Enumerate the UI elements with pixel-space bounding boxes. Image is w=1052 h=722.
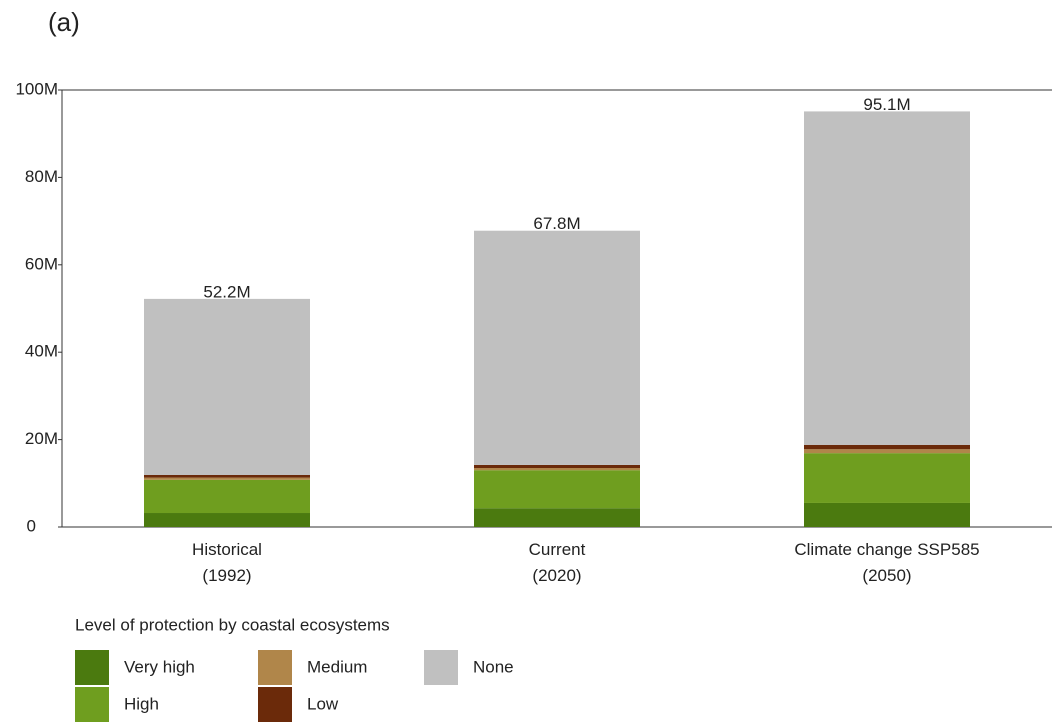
total-label: 95.1M [863, 95, 910, 114]
y-tick-label: 100M [15, 79, 58, 98]
y-tick-label: 20M [25, 429, 58, 448]
y-tick-label: 0 [27, 516, 36, 535]
total-label: 52.2M [203, 282, 250, 301]
legend-label: High [124, 694, 159, 713]
y-tick-label: 60M [25, 254, 58, 273]
bar-segment [474, 464, 640, 469]
x-tick-label: Climate change SSP585 (2050) [794, 540, 979, 585]
bar-segment [474, 470, 640, 509]
panel-label: (a) [48, 7, 80, 37]
legend-label: Low [307, 694, 339, 713]
legend-swatch [258, 687, 292, 722]
legend-swatch [424, 650, 458, 685]
legend-label: Very high [124, 657, 195, 676]
legend-title: Level of protection by coastal ecosystem… [75, 615, 390, 634]
x-tick-label: Historical (1992) [192, 540, 262, 585]
total-label: 67.8M [533, 214, 580, 233]
y-tick-label: 40M [25, 342, 58, 361]
legend-swatch [75, 650, 109, 685]
bar-segment [804, 449, 970, 454]
bar-segment [804, 444, 970, 450]
y-tick-label: 80M [25, 167, 58, 186]
bar-segment [804, 453, 970, 503]
legend-swatch [75, 687, 109, 722]
legend-label: Medium [307, 657, 367, 676]
legend-label: None [473, 657, 514, 676]
bar-segment [474, 508, 640, 527]
bar-segment [144, 479, 310, 514]
legend-swatch [258, 650, 292, 685]
bar-segment [144, 298, 310, 475]
bar-segment [144, 474, 310, 478]
bar-segment [804, 502, 970, 527]
x-tick-label: Current (2020) [529, 540, 586, 585]
bar-segment [144, 477, 310, 480]
bar-segment [474, 230, 640, 465]
bar-segment [144, 513, 310, 527]
bar-segment [804, 111, 970, 445]
bar-segment [474, 468, 640, 471]
